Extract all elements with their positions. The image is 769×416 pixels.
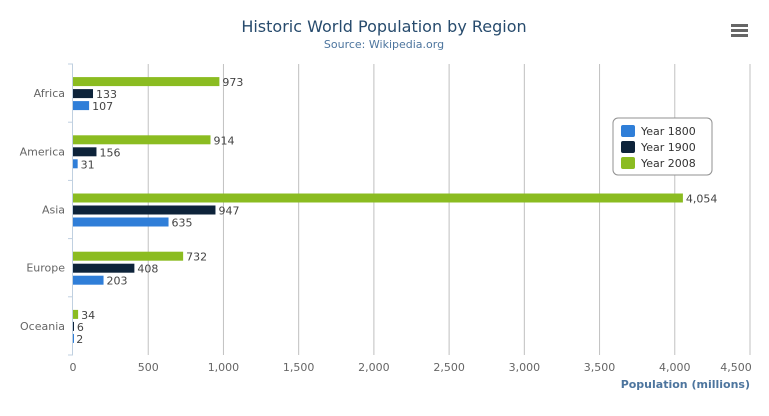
x-tick-label: 500 <box>138 361 159 374</box>
legend-item[interactable]: Year 1900 <box>640 141 696 154</box>
legend-swatch[interactable] <box>621 157 635 169</box>
x-tick-label: 2,500 <box>433 361 465 374</box>
data-label: 31 <box>81 158 95 171</box>
data-label: 203 <box>107 275 128 288</box>
data-label: 133 <box>96 88 117 101</box>
data-label: 34 <box>81 309 95 322</box>
x-tick-label: 2,000 <box>358 361 390 374</box>
bar-year-2008[interactable] <box>73 77 220 87</box>
bar-year-1900[interactable] <box>73 205 216 215</box>
data-label: 156 <box>99 146 120 159</box>
data-label: 107 <box>92 100 113 113</box>
legend-item[interactable]: Year 2008 <box>640 157 696 170</box>
x-tick-label: 4,000 <box>659 361 691 374</box>
bar-year-1800[interactable] <box>73 333 74 343</box>
bar-year-1800[interactable] <box>73 101 90 111</box>
category-label: America <box>20 145 65 158</box>
x-tick-label: 4,500 <box>720 361 752 374</box>
bar-year-1900[interactable] <box>73 89 94 99</box>
x-tick-label: 3,000 <box>509 361 541 374</box>
bar-year-2008[interactable] <box>73 251 184 261</box>
legend-swatch[interactable] <box>621 125 635 137</box>
hamburger-menu-icon[interactable] <box>731 24 748 37</box>
data-label: 973 <box>222 76 243 89</box>
legend-box <box>612 117 713 176</box>
x-tick-label: 3,500 <box>584 361 616 374</box>
data-label: 914 <box>214 134 235 147</box>
bar-year-1800[interactable] <box>73 217 169 227</box>
legend: Year 1800 Year 1900 Year 2008 <box>612 117 713 176</box>
category-label: Asia <box>42 204 65 217</box>
bar-year-1800[interactable] <box>73 159 78 169</box>
category-label: Oceania <box>20 320 65 333</box>
category-label: Europe <box>26 262 65 275</box>
data-label: 408 <box>137 263 158 276</box>
bar-year-2008[interactable] <box>73 309 79 319</box>
x-tick-label: 1,000 <box>208 361 240 374</box>
bar-year-1800[interactable] <box>73 275 104 285</box>
x-tick-label: 0 <box>70 361 77 374</box>
bar-year-2008[interactable] <box>73 193 683 203</box>
data-label: 4,054 <box>686 193 718 206</box>
x-tick-label: 1,500 <box>283 361 315 374</box>
legend-swatch[interactable] <box>621 141 635 153</box>
bar-year-1900[interactable] <box>73 321 74 331</box>
bar-year-1900[interactable] <box>73 147 97 157</box>
bar-year-1900[interactable] <box>73 263 135 273</box>
category-label: Africa <box>34 87 65 100</box>
data-label: 6 <box>77 321 84 334</box>
data-label: 635 <box>172 217 193 230</box>
chart-subtitle: Source: Wikipedia.org <box>324 38 444 51</box>
legend-item[interactable]: Year 1800 <box>640 125 696 138</box>
data-label: 947 <box>218 205 239 218</box>
data-label: 2 <box>76 333 83 346</box>
bar-year-2008[interactable] <box>73 135 211 145</box>
data-label: 732 <box>186 251 207 264</box>
chart-title: Historic World Population by Region <box>241 17 526 36</box>
x-axis-title: Population (millions) <box>621 378 750 391</box>
